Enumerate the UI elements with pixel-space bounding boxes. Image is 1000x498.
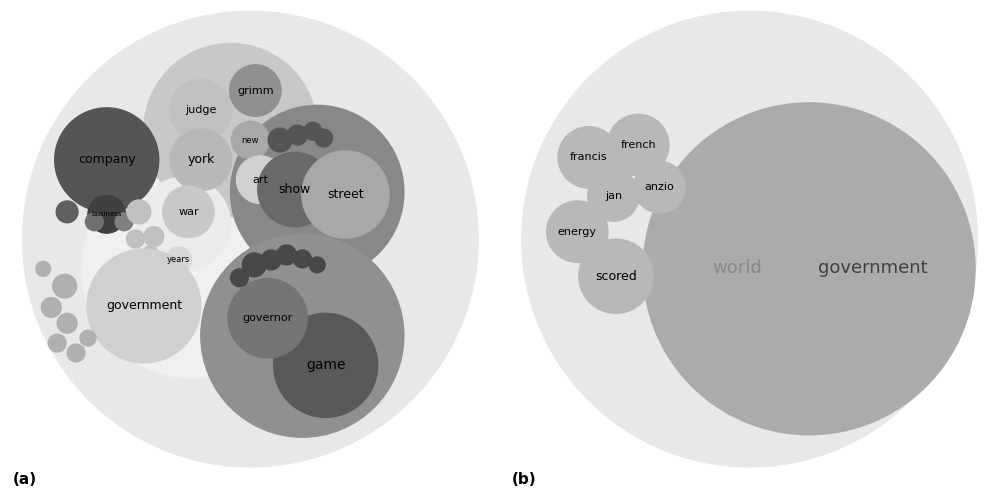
Circle shape — [80, 330, 96, 346]
Circle shape — [643, 103, 975, 435]
Circle shape — [258, 152, 332, 227]
Circle shape — [287, 125, 307, 145]
Text: government: government — [106, 299, 182, 312]
Circle shape — [261, 250, 281, 270]
Circle shape — [57, 313, 77, 333]
Circle shape — [48, 334, 66, 352]
Circle shape — [274, 313, 378, 417]
Circle shape — [268, 128, 292, 152]
Circle shape — [634, 161, 685, 213]
Circle shape — [558, 126, 619, 188]
Text: grimm: grimm — [237, 86, 274, 96]
Circle shape — [230, 65, 281, 116]
Circle shape — [127, 200, 151, 224]
Text: world: world — [712, 259, 762, 277]
Circle shape — [588, 170, 639, 221]
Text: anzio: anzio — [645, 182, 674, 192]
Circle shape — [85, 213, 103, 231]
Circle shape — [315, 129, 333, 147]
Circle shape — [142, 246, 158, 262]
Text: government: government — [818, 259, 928, 277]
Text: judge: judge — [185, 106, 217, 116]
Circle shape — [304, 122, 322, 140]
Circle shape — [236, 156, 284, 204]
Text: game: game — [306, 359, 345, 373]
Circle shape — [36, 261, 51, 276]
Text: street: street — [327, 188, 364, 201]
Text: war: war — [178, 207, 199, 217]
Circle shape — [144, 43, 317, 217]
Text: art: art — [252, 175, 268, 185]
Circle shape — [293, 250, 311, 268]
Circle shape — [231, 106, 404, 279]
Text: energy: energy — [558, 227, 597, 237]
Circle shape — [166, 247, 191, 273]
Circle shape — [231, 269, 248, 287]
Circle shape — [547, 201, 608, 262]
Text: french: french — [620, 140, 656, 150]
Circle shape — [82, 160, 300, 378]
Circle shape — [136, 177, 231, 271]
Circle shape — [228, 279, 307, 358]
Circle shape — [579, 239, 653, 313]
Circle shape — [170, 129, 232, 191]
Circle shape — [56, 201, 78, 223]
Circle shape — [144, 227, 164, 247]
Text: years: years — [167, 255, 190, 264]
Text: (b): (b) — [512, 472, 537, 487]
Circle shape — [170, 80, 232, 141]
Circle shape — [163, 186, 214, 238]
Circle shape — [522, 11, 977, 467]
Text: (a): (a) — [13, 472, 37, 487]
Text: business: business — [91, 211, 122, 217]
Circle shape — [88, 196, 126, 233]
Text: new: new — [242, 135, 259, 144]
Text: york: york — [187, 153, 215, 166]
Text: show: show — [279, 183, 311, 196]
Text: scored: scored — [595, 270, 637, 283]
Circle shape — [87, 249, 201, 363]
Text: jan: jan — [605, 191, 622, 201]
Circle shape — [242, 253, 266, 277]
Circle shape — [201, 234, 404, 437]
Circle shape — [67, 344, 85, 362]
Circle shape — [232, 121, 269, 159]
Circle shape — [277, 245, 296, 265]
Text: company: company — [78, 153, 136, 166]
Circle shape — [608, 115, 669, 176]
Text: francis: francis — [570, 152, 608, 162]
Circle shape — [23, 11, 478, 467]
Text: governor: governor — [243, 313, 293, 323]
Circle shape — [41, 297, 61, 317]
Circle shape — [127, 230, 144, 248]
Circle shape — [309, 257, 325, 273]
Circle shape — [115, 213, 133, 231]
Circle shape — [302, 151, 389, 238]
Circle shape — [53, 274, 77, 298]
Circle shape — [55, 108, 159, 212]
